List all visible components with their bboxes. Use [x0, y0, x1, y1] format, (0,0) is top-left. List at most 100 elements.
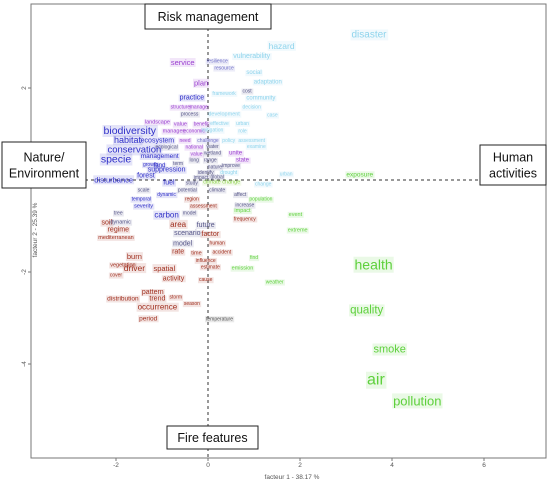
word-point: global — [209, 174, 225, 181]
word-highlight — [146, 166, 187, 174]
word-point: spatial — [152, 264, 177, 274]
word-point: resource — [213, 65, 236, 72]
quadrant-label-top: Risk management — [144, 3, 272, 30]
word-highlight — [161, 128, 186, 135]
word-highlight — [136, 172, 156, 180]
word-point: mitigation — [200, 127, 225, 134]
word-point: season — [182, 301, 202, 308]
word-highlight — [392, 393, 443, 409]
word-label: conservation — [107, 144, 161, 155]
word-label: manager — [163, 129, 185, 135]
word-highlight — [192, 175, 211, 182]
word-label: assessment — [190, 204, 217, 210]
word-highlight — [232, 216, 258, 223]
word-point: rate — [171, 248, 186, 256]
quadrant-label-right: Human activities — [479, 144, 547, 186]
word-label: temperature — [206, 316, 233, 322]
word-highlight — [245, 70, 263, 77]
word-point: ecosystem — [139, 137, 176, 145]
word-highlight — [136, 302, 179, 312]
word-point: plan — [193, 78, 210, 88]
word-label: decision — [243, 105, 262, 111]
word-highlight — [237, 137, 267, 144]
word-label: cover — [110, 273, 123, 279]
word-label: disaster — [351, 29, 387, 40]
word-label: estimate — [201, 264, 220, 270]
word-highlight — [106, 144, 163, 156]
word-point: region — [183, 196, 201, 203]
word-point: future — [195, 221, 216, 229]
word-highlight — [136, 187, 151, 194]
word-highlight — [208, 240, 227, 247]
word-highlight — [221, 163, 242, 170]
word-point: practice — [178, 94, 206, 102]
word-point: role — [237, 128, 248, 135]
word-point: dynamic — [109, 219, 133, 226]
word-label: climate change — [203, 180, 240, 186]
word-label: pollution — [393, 393, 441, 408]
word-highlight — [205, 143, 221, 150]
word-point: estimate — [199, 264, 221, 271]
x-tick-label: 4 — [390, 462, 394, 469]
word-point: challenge — [196, 137, 220, 144]
y-tick-label: -2 — [21, 269, 28, 275]
word-label: identify — [198, 170, 214, 176]
word-highlight — [181, 210, 198, 217]
word-point: policy — [221, 137, 237, 144]
word-highlight — [200, 127, 225, 134]
word-highlight — [211, 249, 233, 256]
word-highlight — [221, 137, 237, 144]
quadrant-label-bottom: Fire features — [166, 425, 259, 450]
word-label: frequency — [234, 216, 256, 222]
y-tick-label: -4 — [21, 361, 28, 367]
word-point: value — [189, 151, 204, 158]
word-label: air — [367, 372, 385, 389]
word-label: habitat — [114, 135, 142, 145]
word-point: exposure — [345, 171, 375, 179]
word-label: storm — [170, 295, 183, 301]
word-point: manage — [188, 104, 210, 111]
word-highlight — [193, 78, 210, 88]
word-label: water — [206, 144, 219, 150]
word-highlight — [102, 125, 158, 137]
word-highlight — [350, 29, 389, 41]
word-label: service — [171, 58, 195, 67]
word-highlight — [108, 272, 124, 279]
word-highlight — [286, 227, 309, 234]
word-point: cover — [108, 272, 124, 279]
quadrant-text: Risk management — [158, 10, 259, 24]
word-label: cost — [243, 89, 253, 95]
word-point: state — [234, 157, 251, 164]
word-highlight — [245, 143, 267, 150]
word-highlight — [178, 137, 192, 144]
word-point: model — [172, 240, 194, 248]
word-highlight — [112, 135, 143, 146]
word-label: regime — [108, 227, 130, 234]
word-label: drought — [220, 170, 238, 176]
x-axis-label: facteur 1 - 38.17 % — [265, 474, 320, 481]
word-point: temperature — [205, 316, 235, 323]
word-highlight — [194, 257, 217, 264]
word-highlight — [209, 120, 230, 127]
word-highlight — [235, 120, 251, 127]
word-point: cause — [198, 277, 214, 284]
word-highlight — [169, 219, 188, 229]
word-point: storm — [168, 294, 184, 301]
word-highlight — [349, 304, 385, 317]
word-label: economic — [183, 129, 205, 135]
word-label: trend — [149, 296, 165, 303]
word-label: improve — [222, 163, 240, 169]
word-point: identify — [196, 170, 216, 177]
word-label: structure — [171, 105, 191, 111]
word-point: framework — [211, 90, 238, 97]
word-point: find — [248, 255, 260, 262]
word-point: assessment — [189, 203, 219, 210]
word-label: temporal — [132, 197, 151, 203]
word-highlight — [154, 144, 179, 151]
word-highlight — [171, 248, 186, 256]
word-label: quality — [350, 304, 383, 316]
word-label: change — [255, 182, 272, 188]
word-point: occurrence — [136, 302, 179, 312]
word-point: study — [184, 180, 200, 187]
word-point: vulnerability — [232, 53, 272, 61]
